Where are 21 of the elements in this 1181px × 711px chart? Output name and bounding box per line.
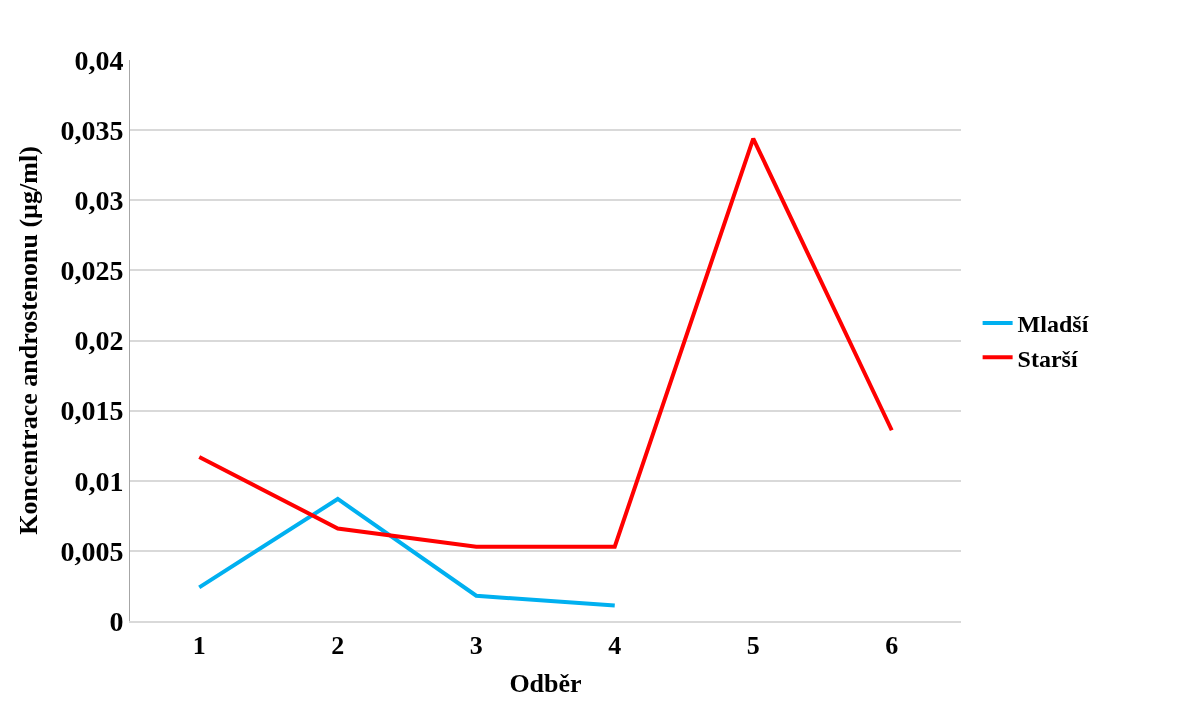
y-tick-label: 0,01 bbox=[74, 465, 124, 497]
x-tick-label: 6 bbox=[885, 631, 899, 661]
x-axis-title: Odběr bbox=[509, 669, 582, 699]
x-tick-label: 1 bbox=[192, 631, 206, 661]
x-tick-label: 2 bbox=[331, 631, 345, 661]
y-tick-label: 0,025 bbox=[60, 255, 124, 287]
y-tick-label: 0 bbox=[109, 605, 124, 637]
y-axis-title: Koncentrace androstenonu (µg/ml) bbox=[13, 146, 43, 535]
x-tick-label: 4 bbox=[608, 631, 622, 661]
y-tick-label: 0,005 bbox=[60, 535, 124, 567]
line-series bbox=[197, 136, 894, 549]
legend-label: Mladší bbox=[1017, 311, 1089, 338]
line-series bbox=[197, 496, 617, 608]
y-tick-label: 0,03 bbox=[74, 185, 124, 217]
y-tick-label: 0,015 bbox=[60, 395, 124, 427]
legend-label: Starší bbox=[1017, 345, 1078, 372]
x-tick-label: 5 bbox=[746, 631, 760, 661]
y-tick-label: 0,04 bbox=[74, 44, 124, 76]
x-tick-label: 3 bbox=[469, 631, 483, 661]
y-tick-label: 0,02 bbox=[74, 325, 124, 357]
y-tick-label: 0,035 bbox=[60, 114, 124, 146]
